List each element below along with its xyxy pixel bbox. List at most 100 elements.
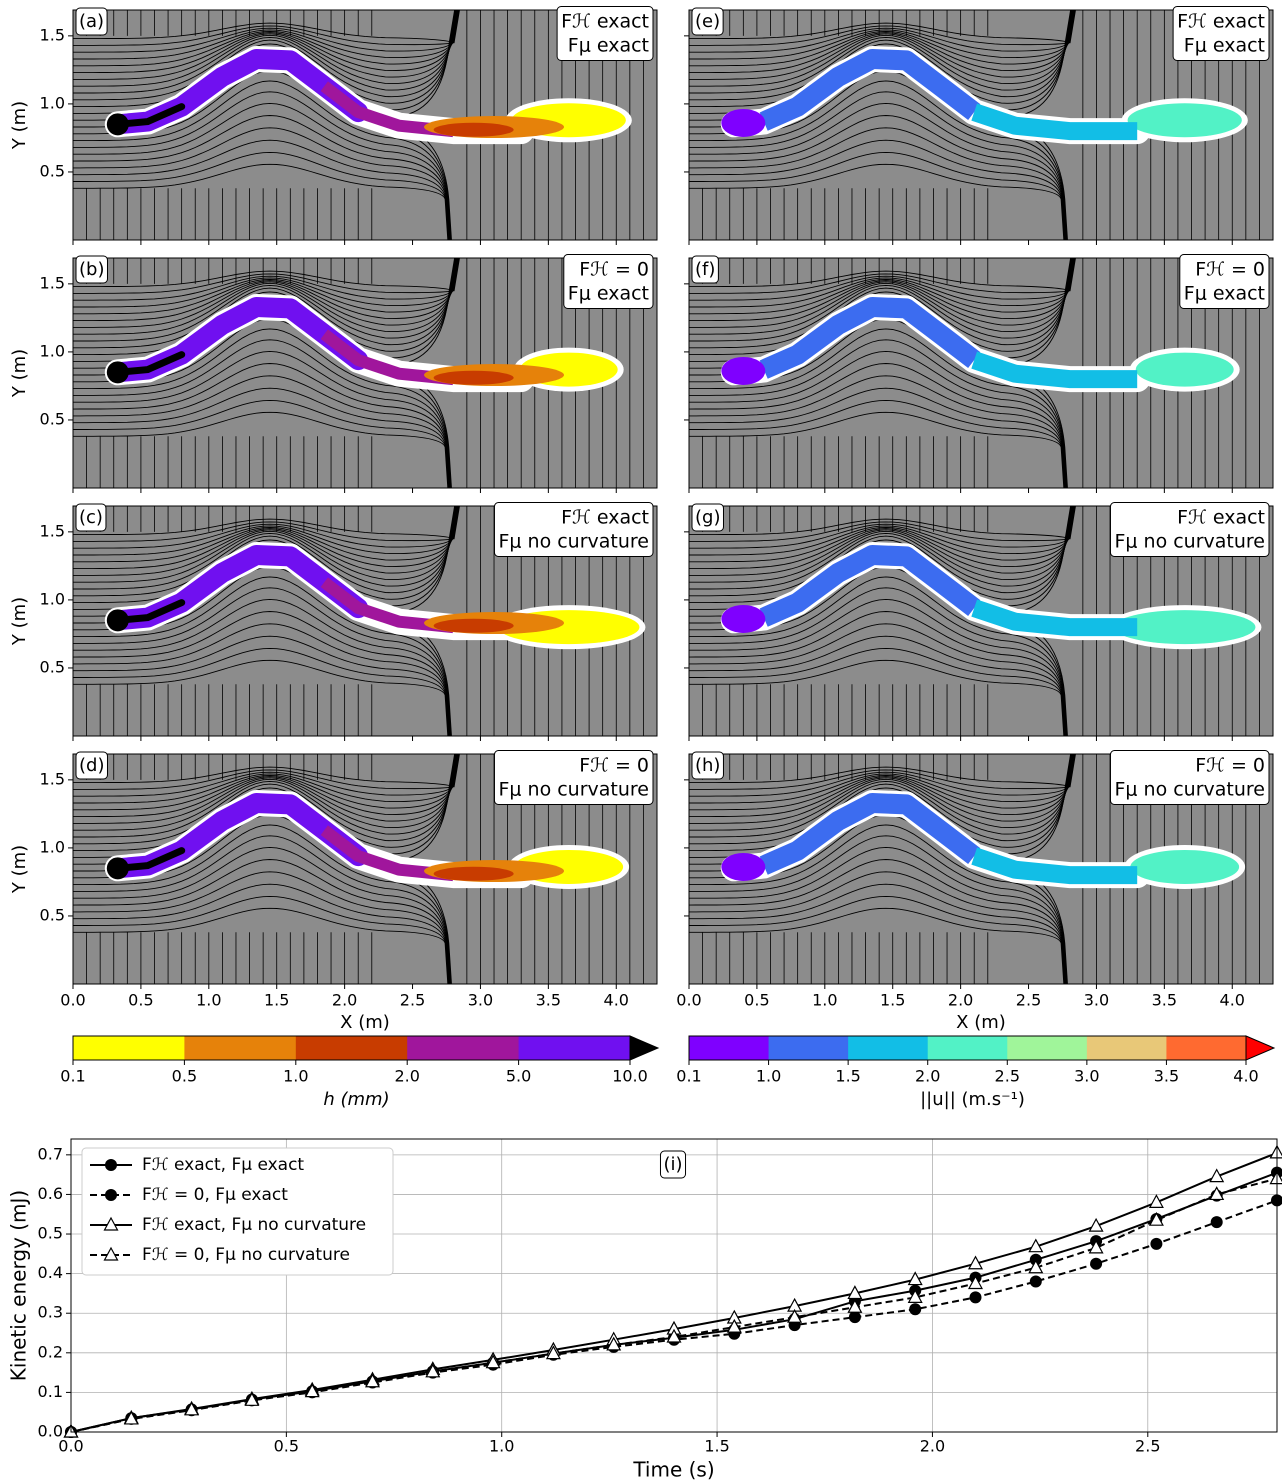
data-point [425, 1363, 441, 1378]
data-point [1090, 1257, 1103, 1270]
streamline [689, 375, 1066, 488]
streamline [689, 835, 1067, 984]
y-axis-label: Y (m) [9, 101, 30, 150]
legend-box [81, 1147, 394, 1276]
streamline [73, 375, 450, 488]
streamline [689, 258, 1076, 294]
colorbar-segment [407, 1036, 520, 1060]
streamline [73, 506, 460, 540]
colorbar-segment [848, 1036, 929, 1060]
annotation: Fμ exact [568, 283, 649, 305]
legend-label: Fℋ exact, Fμ no curvature [142, 1215, 366, 1235]
map-panel [73, 258, 657, 488]
y-tick-label: 0.3 [38, 1303, 63, 1322]
x-tick-label: 2.5 [1135, 1437, 1160, 1456]
data-point [909, 1303, 922, 1316]
streamline [73, 258, 459, 308]
streamline [73, 576, 452, 736]
flow-source [721, 604, 766, 633]
x-tick-label: 3.5 [1152, 991, 1177, 1010]
streamline [73, 895, 449, 984]
streamline [689, 258, 1073, 349]
x-tick-label: 4.0 [604, 991, 629, 1010]
streamline [73, 506, 458, 576]
streamline [689, 907, 1065, 984]
data-point [1209, 1168, 1225, 1183]
streamline [73, 754, 458, 831]
y-axis-label: Kinetic energy (mJ) [7, 1190, 31, 1381]
flow-source [106, 113, 129, 136]
colorbar-segment [689, 1036, 770, 1060]
streamline [73, 871, 450, 984]
streamline [689, 506, 1074, 576]
data-point [1148, 1211, 1164, 1226]
flow-body [759, 793, 981, 875]
y-tick-label: 1.5 [40, 769, 65, 788]
data-point [967, 1275, 984, 1290]
colorbar-tick-label: 3.5 [1154, 1067, 1179, 1086]
streamline [689, 754, 1074, 831]
streamline [689, 506, 1074, 570]
streamline [689, 10, 1074, 80]
flow-tail [1135, 352, 1234, 387]
streamline [73, 598, 451, 736]
streamline [689, 411, 1065, 488]
x-tick-label: 0.0 [58, 1437, 83, 1456]
streamline [73, 587, 451, 736]
streamline [73, 647, 449, 736]
streamline [73, 506, 457, 590]
streamline [73, 754, 460, 790]
streamline [689, 824, 1068, 984]
streamline [689, 258, 1072, 356]
flow-body [759, 545, 981, 627]
panel-label: (i) [663, 1154, 682, 1175]
data-point [1150, 1237, 1163, 1250]
panel-label-box [691, 751, 724, 780]
flow-tail [1114, 610, 1256, 645]
colorbar-segment [1007, 1036, 1088, 1060]
data-point [666, 1328, 682, 1343]
flow-core [433, 122, 514, 137]
annotation-box [1109, 750, 1270, 805]
y-tick-label: 0.5 [40, 657, 65, 676]
data-point [244, 1392, 260, 1406]
data-point [304, 1383, 320, 1398]
y-tick-label: 0.2 [38, 1342, 63, 1361]
streamline [73, 258, 458, 322]
panel-label-box [691, 503, 724, 532]
streamline [73, 328, 452, 488]
x-axis-label: X (m) [340, 1012, 390, 1033]
streamline [73, 139, 450, 240]
flow-core [433, 866, 514, 881]
streamline [689, 623, 1066, 736]
x-tick-label: 1.0 [489, 1437, 514, 1456]
plot-frame [688, 753, 1274, 985]
colorbar-segment [295, 1036, 408, 1060]
colorbar-tick-label: 2.5 [995, 1067, 1020, 1086]
x-tick-label: 1.5 [264, 991, 289, 1010]
legend-marker [105, 1189, 117, 1201]
legend-marker [103, 1216, 119, 1231]
colorbar-tick-label: 0.5 [172, 1067, 197, 1086]
annotation-box [1109, 502, 1270, 557]
annotation: Fμ no curvature [498, 531, 649, 553]
x-axis-label: Time (s) [632, 1458, 714, 1482]
streamline [689, 10, 1074, 87]
streamline [689, 258, 1074, 322]
streamline [689, 258, 1073, 342]
plot-frame [70, 1138, 1278, 1433]
plot-frame [72, 257, 658, 489]
streamline [689, 883, 1066, 984]
streamline [689, 576, 1068, 736]
flow-tail [1127, 103, 1242, 138]
streamline [689, 859, 1066, 984]
panel-label: (b) [79, 259, 104, 280]
legend-label: Fℋ exact, Fμ exact [142, 1155, 304, 1175]
streamline [73, 411, 449, 488]
data-point [1269, 1144, 1282, 1159]
streamline [689, 10, 1073, 94]
streamline [689, 10, 1076, 53]
streamline [689, 506, 1076, 542]
annotation: Fℋ exact [561, 507, 649, 529]
flow-source [721, 852, 766, 881]
